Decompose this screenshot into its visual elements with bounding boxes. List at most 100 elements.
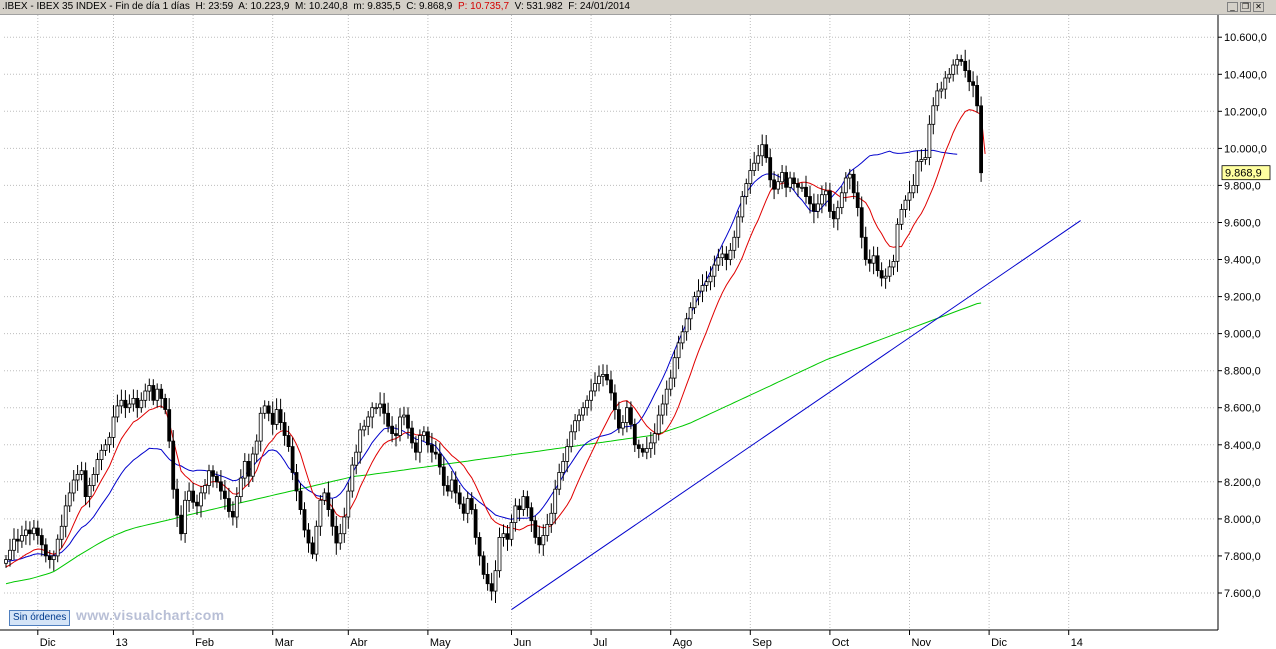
candle-98 (394, 424, 398, 447)
candle-131 (525, 490, 530, 517)
candle-body-68 (274, 409, 279, 425)
candle-body-144 (577, 414, 581, 422)
volume-value: 531.982 (526, 1, 563, 12)
candle-body-90 (362, 425, 367, 431)
candle-body-164 (656, 414, 661, 435)
candle-8 (35, 520, 40, 545)
candle-body-48 (195, 501, 199, 507)
candle-body-176 (704, 281, 709, 286)
candle-body-46 (187, 490, 192, 501)
y-tick-label-14: 10.400,0 (1224, 69, 1267, 81)
candle-body-65 (262, 405, 267, 414)
candle-body-197 (788, 177, 792, 188)
candle-body-180 (720, 253, 725, 259)
candle-body-163 (652, 433, 657, 444)
candle-94 (378, 392, 383, 417)
candle-19 (79, 461, 84, 481)
candle-61 (246, 453, 251, 487)
candle-75 (302, 502, 307, 538)
candle-242 (967, 59, 972, 92)
candle-32 (131, 389, 136, 412)
candle-219 (875, 246, 880, 277)
candle-body-126 (505, 533, 510, 540)
candle-body-113 (453, 479, 458, 494)
candle-107 (429, 432, 434, 463)
y-axis: 7.600,0 7.800,0 8.000,0 8.200,0 8.400,0 8.600… (1217, 15, 1267, 630)
candle-body-51 (207, 470, 211, 486)
candle-216 (863, 226, 868, 266)
candle-body-125 (501, 533, 506, 538)
candle-192 (768, 148, 773, 188)
candle-body-5 (23, 529, 28, 536)
y-tick-label-12: 10.000,0 (1224, 143, 1267, 155)
candle-body-120 (481, 555, 486, 575)
candle-97 (390, 416, 395, 443)
candle-body-56 (226, 498, 231, 512)
minimize-button[interactable]: _ (1227, 2, 1238, 12)
candle-body-123 (493, 570, 498, 592)
candle-body-196 (784, 172, 788, 188)
candle-body-172 (688, 307, 693, 320)
candle-109 (437, 443, 442, 475)
candle-body-209 (835, 207, 840, 220)
candle-body-20 (83, 470, 88, 498)
candle-138 (553, 479, 558, 525)
candle-body-122 (489, 583, 494, 592)
candle-243 (971, 71, 975, 98)
candle-body-152 (609, 379, 613, 394)
candle-body-39 (159, 388, 164, 399)
restore-button[interactable]: ❐ (1240, 2, 1251, 12)
candle-15 (63, 494, 68, 538)
close-button[interactable]: ✕ (1253, 2, 1264, 12)
candle-body-104 (417, 435, 422, 453)
candle-122 (489, 572, 494, 601)
candle-125 (501, 524, 506, 547)
candle-body-199 (796, 183, 800, 188)
candle-body-129 (517, 505, 522, 510)
candle-body-179 (716, 257, 721, 266)
candle-236 (943, 71, 948, 99)
candle-12 (51, 550, 56, 571)
candle-body-136 (545, 523, 550, 536)
ma-long-line (5, 302, 982, 585)
candle-189 (756, 145, 761, 171)
candle-172 (688, 302, 693, 331)
candle-79 (318, 495, 323, 536)
candle-201 (804, 175, 808, 204)
x-tick-label-8: Ago (673, 637, 693, 649)
candle-59 (238, 469, 243, 503)
candle-body-203 (812, 203, 816, 212)
candle-7 (32, 520, 36, 541)
candle-body-229 (915, 160, 920, 186)
candle-body-140 (561, 460, 566, 473)
candle-body-112 (449, 479, 454, 492)
candle-body-79 (318, 499, 323, 527)
candle-body-57 (230, 510, 235, 518)
orders-status-badge[interactable]: Sin órdenes (9, 610, 71, 626)
candle-body-100 (402, 414, 406, 418)
candle-229 (915, 150, 920, 194)
candle-body-93 (374, 407, 379, 410)
candle-body-4 (19, 535, 24, 542)
date-label: F: (568, 1, 578, 12)
candle-body-98 (394, 433, 398, 436)
candle-77 (310, 536, 315, 559)
candle-234 (935, 83, 940, 111)
high-value: 10.240,8 (308, 1, 348, 12)
candle-body-237 (947, 73, 952, 79)
candle-218 (871, 246, 876, 275)
candle-70 (282, 412, 287, 446)
candle-200 (800, 182, 804, 192)
candle-body-55 (222, 490, 227, 499)
y-tick-label-9: 9.400,0 (1224, 255, 1261, 267)
candle-44 (179, 505, 184, 541)
candlestick-chart[interactable]: 7.600,0 7.800,0 8.000,0 8.200,0 8.400,0 8.600… (0, 15, 1276, 649)
candle-168 (672, 350, 677, 388)
candle-body-29 (119, 399, 124, 407)
candle-body-0 (4, 559, 8, 564)
candle-82 (330, 498, 335, 536)
candle-203 (812, 193, 816, 224)
candle-body-188 (752, 162, 757, 171)
candle-body-64 (258, 412, 263, 442)
candles (4, 49, 983, 603)
